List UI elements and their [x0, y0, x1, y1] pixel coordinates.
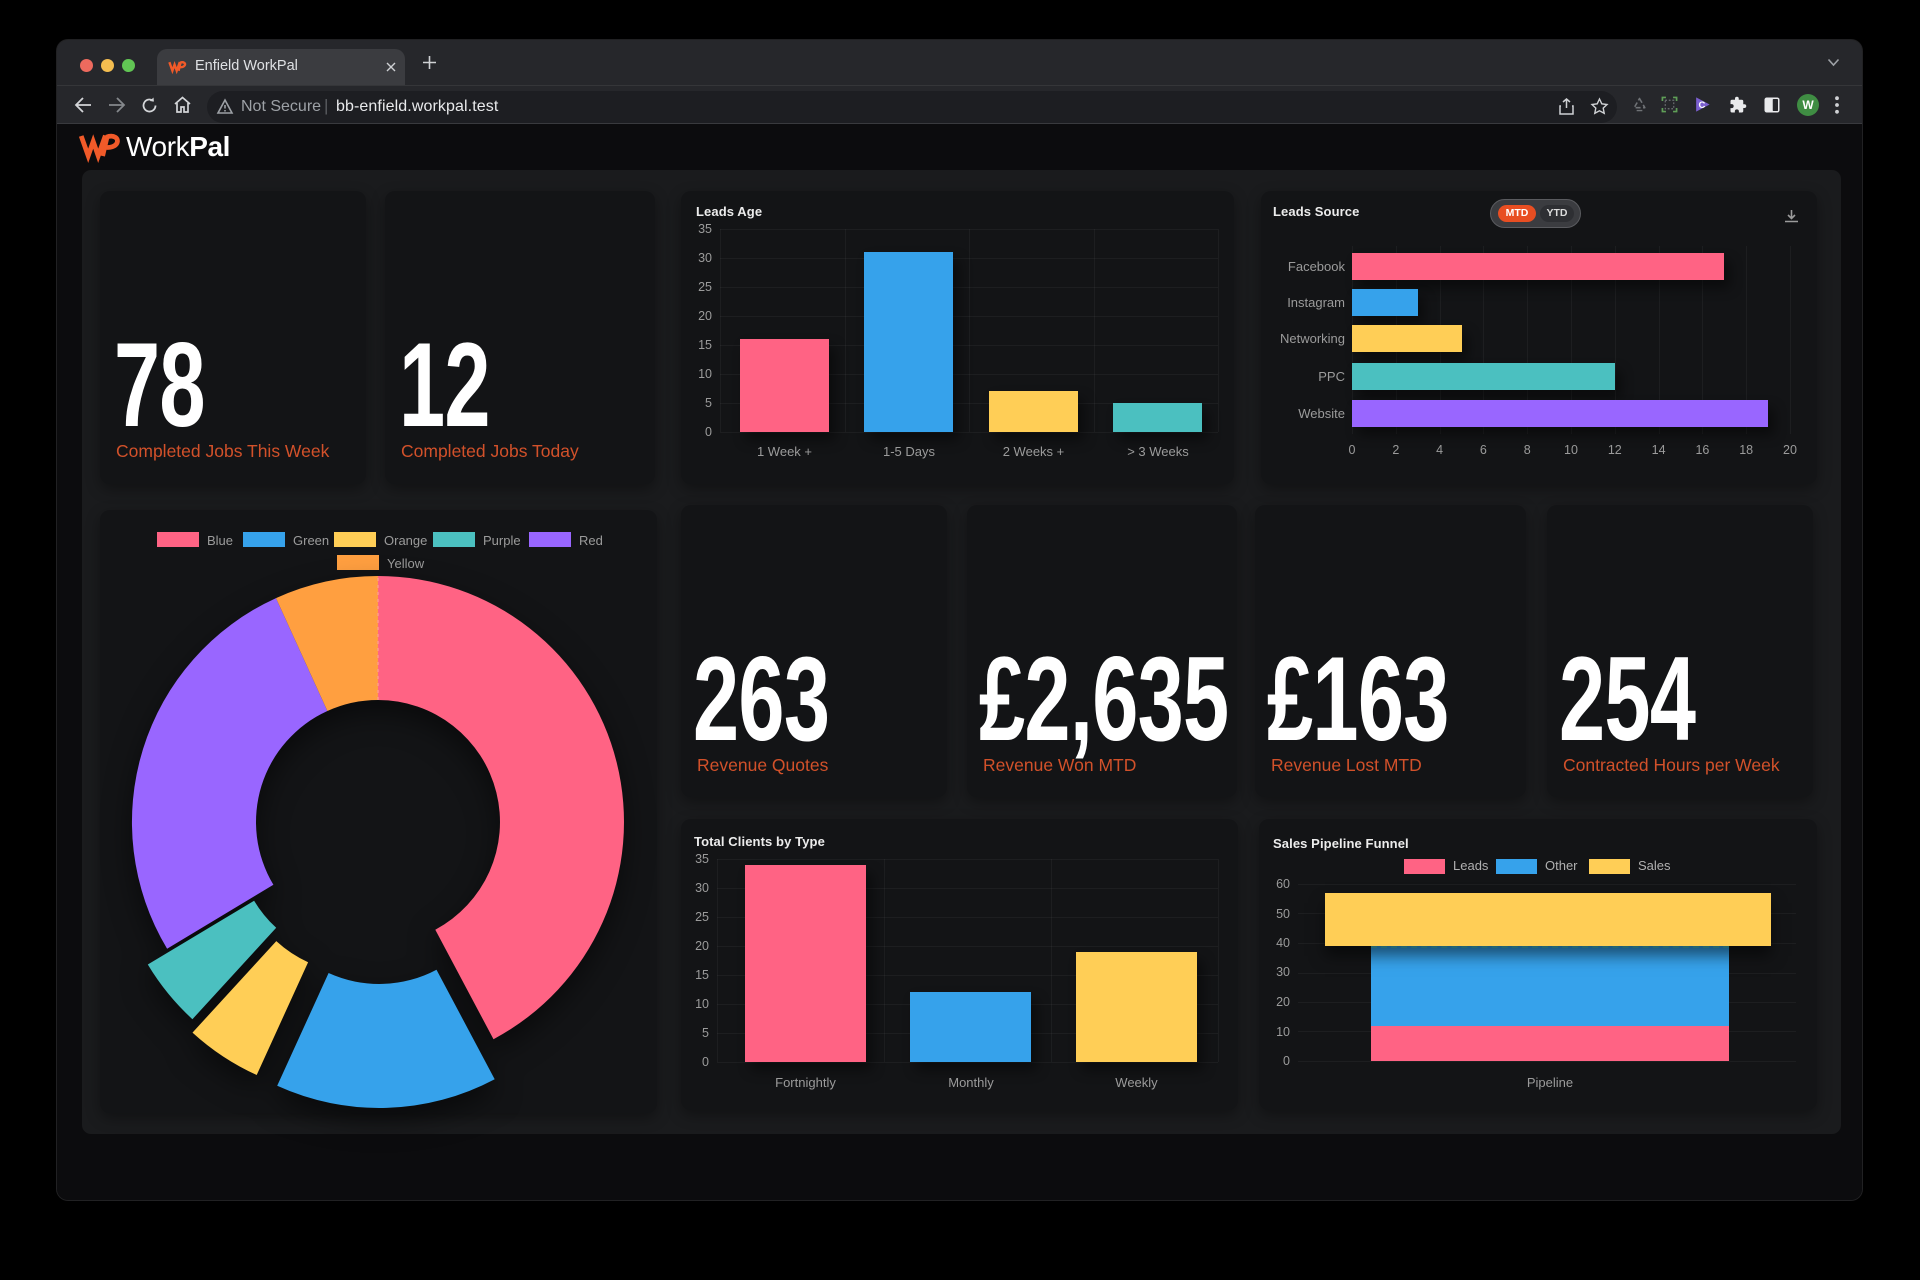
svg-text:C: C — [1699, 100, 1706, 111]
